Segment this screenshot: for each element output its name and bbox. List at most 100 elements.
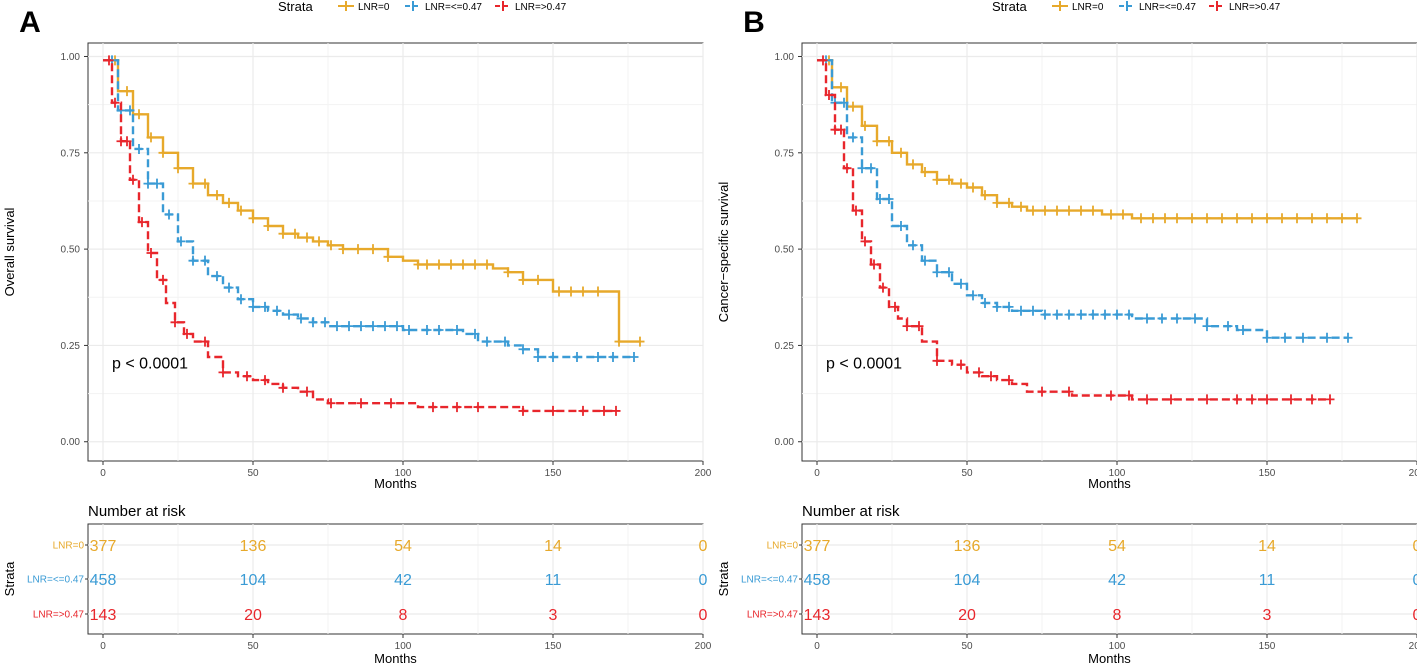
censor-mark [176, 236, 186, 247]
risk-value: 143 [90, 607, 117, 624]
censor-mark [1028, 305, 1038, 316]
risk-value: 377 [90, 538, 117, 555]
censor-mark [548, 351, 558, 362]
censor-mark [566, 286, 576, 297]
censor-mark [413, 259, 423, 270]
censor-mark [224, 197, 234, 208]
legend-label: LNR=0 [1072, 2, 1104, 13]
censor-mark [608, 351, 618, 362]
censor-mark [518, 405, 528, 416]
censor-mark [242, 371, 252, 382]
censor-mark [1004, 375, 1014, 386]
censor-mark [1298, 332, 1308, 343]
censor-mark [284, 309, 294, 320]
y-tick-label: 0.25 [61, 341, 81, 352]
censor-mark [593, 351, 603, 362]
censor-mark [1307, 213, 1317, 224]
censor-mark [848, 101, 858, 112]
censor-mark [218, 367, 228, 378]
risk-value: 0 [1413, 538, 1417, 555]
censor-mark [1307, 394, 1317, 405]
y-tick-label: 0.00 [61, 437, 81, 448]
censor-mark [1277, 213, 1287, 224]
x-tick-label: 150 [1259, 468, 1276, 479]
censor-mark [956, 278, 966, 289]
censor-mark [248, 301, 258, 312]
censor-mark [122, 86, 132, 97]
risk-value: 0 [1413, 572, 1417, 589]
risk-value: 136 [954, 538, 981, 555]
censor-mark [1112, 309, 1122, 320]
risk-table: Number at risk LNR=0 377 136 54 14 0 LNR=<=0.47… [716, 503, 1417, 665]
censor-mark [482, 259, 492, 270]
censor-mark [1262, 394, 1272, 405]
risk-row-label: LNR=>0.47 [747, 610, 799, 621]
censor-mark [851, 205, 861, 216]
y-axis-label: Overall survival [2, 207, 17, 296]
censor-mark [122, 136, 132, 147]
risk-value: 136 [240, 538, 267, 555]
censor-mark [446, 259, 456, 270]
risk-value: 8 [399, 607, 408, 624]
censor-mark [188, 178, 198, 189]
censor-mark [212, 271, 222, 282]
censor-mark [884, 136, 894, 147]
censor-mark [518, 344, 528, 355]
censor-mark [404, 325, 414, 336]
censor-mark [860, 236, 870, 247]
legend-title: Strata [992, 0, 1027, 14]
censor-mark [1064, 205, 1074, 216]
censor-mark [1223, 321, 1233, 332]
risk-value: 0 [699, 607, 708, 624]
censor-mark [1136, 213, 1146, 224]
censor-mark [1202, 321, 1212, 332]
censor-mark [920, 255, 930, 266]
censor-mark [200, 178, 210, 189]
censor-mark [908, 240, 918, 251]
censor-mark [1286, 394, 1296, 405]
risk-x-tick-label: 50 [247, 641, 259, 652]
censor-mark [1337, 213, 1347, 224]
x-tick-label: 50 [247, 468, 259, 479]
censor-mark [554, 286, 564, 297]
censor-mark [1247, 394, 1257, 405]
censor-mark [386, 398, 396, 409]
risk-x-tick-label: 200 [695, 641, 712, 652]
censor-mark [836, 124, 846, 135]
censor-mark [338, 244, 348, 255]
censor-mark [1142, 394, 1152, 405]
series-LNR=>0.47 [103, 55, 621, 416]
censor-mark [1052, 309, 1062, 320]
censor-mark [380, 321, 390, 332]
censor-mark [314, 236, 324, 247]
risk-row-label: LNR=>0.47 [33, 610, 85, 621]
censor-mark [1322, 213, 1332, 224]
x-tick-label: 150 [545, 468, 562, 479]
risk-y-axis-label: Strata [2, 561, 17, 596]
y-tick-label: 0.00 [775, 437, 795, 448]
y-tick-label: 0.50 [775, 245, 795, 256]
censor-mark [308, 317, 318, 328]
risk-value: 0 [1413, 607, 1417, 624]
censor-mark [878, 282, 888, 293]
y-tick-label: 0.50 [61, 245, 81, 256]
censor-mark [458, 259, 468, 270]
censor-mark [533, 274, 543, 285]
risk-value: 54 [1108, 538, 1126, 555]
censor-mark [944, 174, 954, 185]
risk-value: 42 [1108, 572, 1126, 589]
censor-mark [857, 163, 867, 174]
panel-B: B Strata LNR=0 LNR=<=0.47 LNR=>0.47 0 50 100 150… [716, 0, 1417, 665]
x-axis-label: Months [374, 476, 417, 491]
censor-mark [1202, 394, 1212, 405]
censor-mark [932, 355, 942, 366]
legend-label: LNR=<=0.47 [1139, 2, 1196, 13]
censor-mark [344, 321, 354, 332]
censor-mark [104, 55, 114, 66]
series-LNR=0 [817, 55, 1362, 224]
censor-mark [1106, 390, 1116, 401]
censor-mark [896, 220, 906, 231]
censor-mark [296, 313, 306, 324]
risk-x-tick-label: 50 [961, 641, 973, 652]
risk-value: 0 [699, 572, 708, 589]
